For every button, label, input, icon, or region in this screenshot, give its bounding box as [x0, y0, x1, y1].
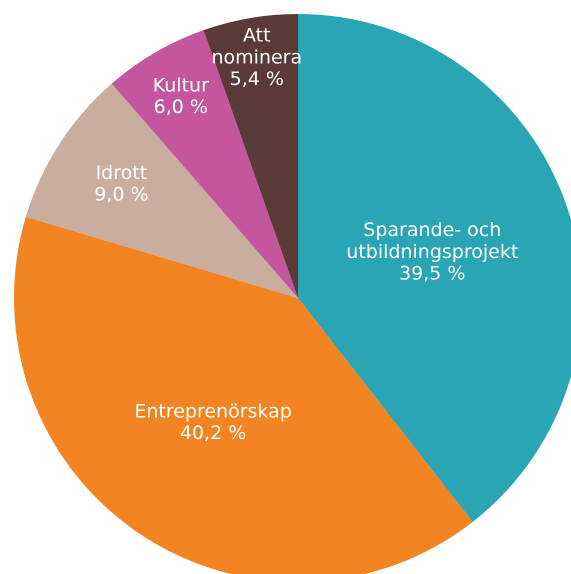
value-label: 5,4 %	[230, 68, 284, 90]
slice-label: Sparande- och utbildningsprojekt	[346, 218, 518, 262]
pie-slice	[111, 30, 298, 299]
slice-label: Kultur	[153, 74, 209, 96]
value-label: 39,5 %	[399, 262, 465, 284]
value-label: 40,2 %	[180, 422, 246, 444]
slice-label: Att nominera	[211, 24, 302, 68]
pie-slice	[14, 216, 473, 574]
pie-slice	[25, 83, 298, 298]
pie-slice	[298, 14, 571, 522]
slice-label: Entreprenörskap	[134, 400, 291, 422]
value-label: 9,0 %	[94, 184, 148, 206]
slice-label: Idrott	[96, 162, 148, 184]
pie-slice	[203, 14, 298, 298]
value-label: 6,0 %	[154, 96, 208, 118]
